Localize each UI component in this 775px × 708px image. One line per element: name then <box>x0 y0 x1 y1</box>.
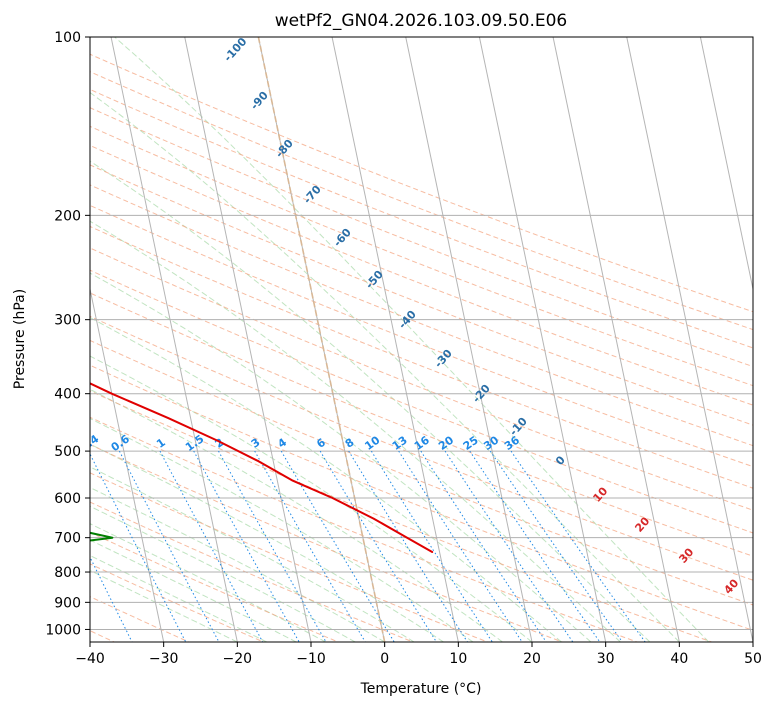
mixing-ratio-line <box>370 450 493 642</box>
isotherm <box>478 37 607 642</box>
isotherm <box>331 37 459 642</box>
dry-adiabat <box>90 416 638 642</box>
dry-adiabat <box>90 364 753 631</box>
isotherm <box>699 37 753 292</box>
y-tick-label: 900 <box>54 595 81 611</box>
isobars <box>90 37 753 630</box>
x-tick-label: 40 <box>670 651 688 667</box>
plot-frame <box>89 36 754 643</box>
x-tick-label: 30 <box>597 651 615 667</box>
y-axis: 100 200 300 400 500 600 700 800 900 1000 <box>45 30 90 638</box>
mixing-ratio-line <box>444 450 574 642</box>
moist-adiabat <box>90 160 651 642</box>
isotherm <box>552 37 680 642</box>
mixing-ratio-line <box>489 450 623 642</box>
y-tick-label: 200 <box>54 208 81 224</box>
isotherm <box>110 37 238 642</box>
mixing-ratio-line <box>118 450 220 642</box>
x-tick-label: −20 <box>223 651 253 667</box>
mixing-ratio-line <box>193 450 300 642</box>
x-tick-label: −40 <box>75 651 105 667</box>
dry-adiabat <box>90 444 563 642</box>
moist-adiabat <box>90 272 592 642</box>
mixing-ratio-line <box>159 450 264 642</box>
dry-adiabat <box>90 596 190 642</box>
dry-adiabat <box>90 472 488 642</box>
x-tick-label: 20 <box>523 651 541 667</box>
dry-adiabat <box>90 563 264 642</box>
moist-adiabat <box>90 417 474 642</box>
y-tick-label: 400 <box>54 387 81 403</box>
y-tick-label: 800 <box>54 565 81 581</box>
moist-adiabat <box>90 554 268 642</box>
mixing-ratio-label: 0.4 <box>78 432 102 454</box>
x-tick-label: −30 <box>149 651 179 667</box>
dry-adiabat <box>90 339 753 606</box>
moist-adiabat <box>90 91 680 642</box>
freezing-isotherm <box>257 37 386 642</box>
mixing-ratio-line <box>90 555 133 642</box>
moist-adiabat <box>90 443 444 642</box>
temperature-profile-line <box>90 382 434 553</box>
isotherm <box>90 286 165 642</box>
moist-adiabat <box>90 523 326 642</box>
y-tick-label: 1000 <box>45 622 81 638</box>
moist-adiabat <box>90 317 562 642</box>
isotherm <box>184 37 312 642</box>
dry-adiabat <box>90 269 753 534</box>
x-tick-label: −10 <box>296 651 326 667</box>
y-tick-label: 700 <box>54 531 81 547</box>
moist-adiabat <box>90 539 297 642</box>
y-axis-title: Pressure (hPa) <box>12 289 28 389</box>
dry-adiabat <box>90 247 753 511</box>
moist-adiabat <box>90 388 503 642</box>
mixing-ratio-line <box>348 450 468 642</box>
dry-adiabat <box>90 164 753 426</box>
isotherm <box>626 37 753 642</box>
dry-adiabat <box>90 225 753 489</box>
x-tick-label: 10 <box>449 651 467 667</box>
dry-adiabat <box>90 107 753 368</box>
isotherm <box>405 37 533 642</box>
y-tick-label: 300 <box>54 313 81 329</box>
dry-adiabat <box>90 53 753 313</box>
sounding-profiles <box>90 382 434 553</box>
dry-adiabat <box>90 125 753 387</box>
mixing-ratio-line <box>218 450 327 642</box>
x-axis: −40 −30 −20 −10 0 10 20 30 40 50 <box>75 642 762 667</box>
chart-title: wetPf2_GN04.2026.103.09.50.E06 <box>275 11 567 31</box>
x-axis-title: Temperature (°C) <box>360 681 482 697</box>
mixing-ratio-line <box>469 450 601 642</box>
mixing-ratio-line <box>510 450 646 642</box>
dry-adiabat <box>90 292 753 557</box>
mixing-ratio-line <box>420 450 547 642</box>
isotherms <box>90 37 753 642</box>
moist-adiabat <box>90 220 621 642</box>
moist-adiabat <box>90 355 533 642</box>
y-tick-label: 600 <box>54 491 81 507</box>
x-tick-label: 0 <box>380 651 389 667</box>
mixing-ratio-line <box>90 452 187 642</box>
y-tick-label: 100 <box>54 30 81 46</box>
x-tick-label: 50 <box>744 651 762 667</box>
mixing-ratio-line <box>254 450 366 642</box>
dry-adiabat <box>90 501 414 642</box>
moist-adiabat <box>90 466 415 642</box>
dry-adiabat <box>90 71 753 331</box>
y-tick-label: 500 <box>54 444 81 460</box>
